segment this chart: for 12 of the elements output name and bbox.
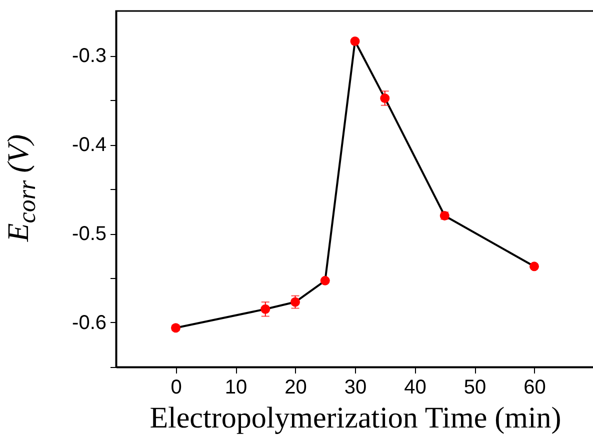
x-tick-label: 40	[404, 376, 426, 398]
x-tick-label: 60	[524, 376, 546, 398]
x-tick-label: 0	[170, 376, 182, 398]
x-tick-label: 10	[224, 376, 248, 398]
y-tick-label: -0.6	[72, 312, 106, 334]
x-tick-label: 50	[464, 376, 486, 398]
x-axis-title: Electropolymerization Time (min)	[150, 402, 562, 434]
y-tick-label: -0.4	[72, 134, 106, 156]
y-tick-label: -0.3	[72, 45, 106, 67]
y-tick-label: -0.5	[72, 223, 106, 245]
x-tick-label: 20	[284, 376, 307, 398]
x-tick-label: 30	[344, 376, 367, 398]
